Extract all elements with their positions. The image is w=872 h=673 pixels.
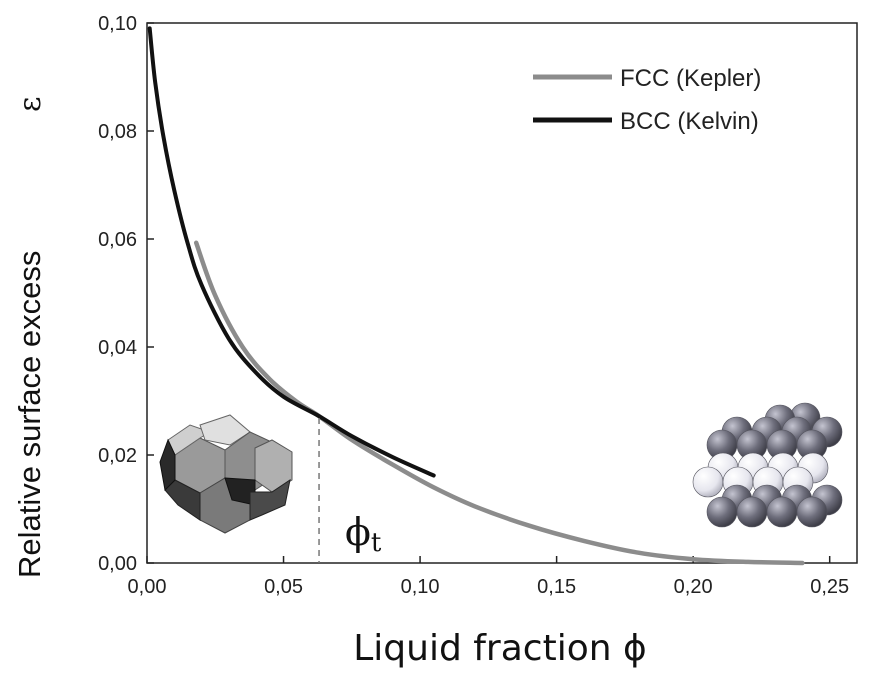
- y-axis-symbol: ε: [13, 96, 48, 112]
- x-tick-label: 0,25: [810, 576, 849, 598]
- legend: FCC (Kepler) BCC (Kelvin): [533, 65, 761, 135]
- fcc-kepler-line: [193, 240, 805, 566]
- plot-frame: [146, 22, 858, 564]
- legend-label-bcc: BCC (Kelvin): [620, 108, 759, 135]
- y-tick-label: 0,04: [98, 337, 137, 359]
- phi-t-annotation: ϕt: [345, 510, 382, 558]
- x-tick-label: 0,10: [401, 576, 440, 598]
- y-tick-label: 0,02: [98, 445, 137, 467]
- bcc-kelvin-line: [147, 26, 436, 478]
- y-tick-label: 0,10: [98, 13, 137, 35]
- x-tick-label: 0,05: [264, 576, 303, 598]
- bcc-sphere: [692, 466, 724, 498]
- x-axis: 0,00 0,05 0,10 0,15 0,20 0,25: [128, 556, 849, 598]
- bcc-sphere: [736, 496, 768, 528]
- y-axis: 0,00 0,02 0,04 0,06 0,08 0,10: [98, 13, 154, 575]
- bcc-structure-illustration: [692, 402, 843, 528]
- bcc-sphere: [706, 496, 738, 528]
- x-axis-title: Liquid fraction ϕ: [353, 628, 647, 669]
- bcc-sphere: [796, 496, 828, 528]
- fcc-structure-illustration: [159, 414, 293, 534]
- bcc-sphere: [766, 496, 798, 528]
- x-tick-label: 0,15: [537, 576, 576, 598]
- y-tick-label: 0,08: [98, 121, 137, 143]
- legend-label-fcc: FCC (Kepler): [620, 65, 761, 92]
- y-axis-title: Relative surface excess: [12, 251, 47, 578]
- y-tick-label: 0,00: [98, 553, 137, 575]
- y-tick-label: 0,06: [98, 229, 137, 251]
- x-tick-label: 0,20: [674, 576, 713, 598]
- x-tick-label: 0,00: [128, 576, 167, 598]
